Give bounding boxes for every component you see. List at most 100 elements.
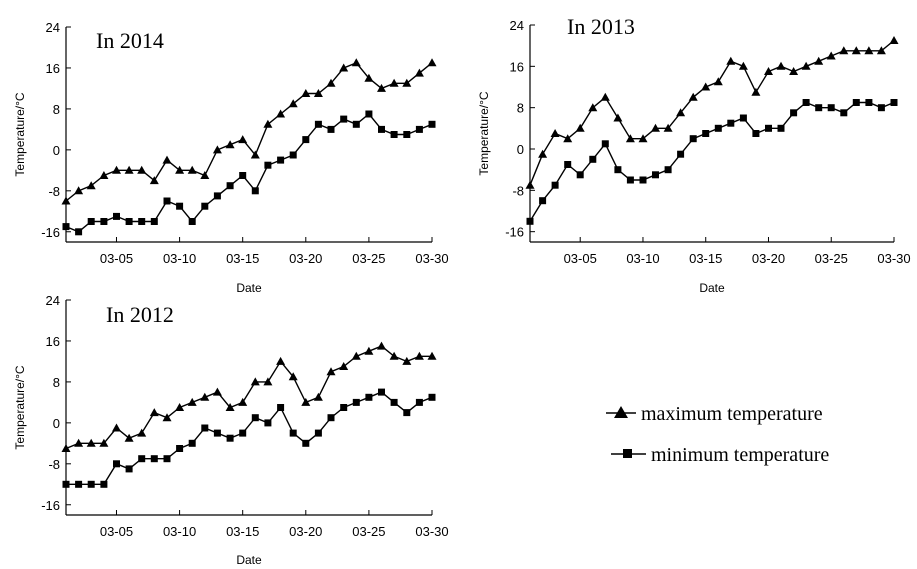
data-point-min — [176, 445, 184, 452]
data-point-min — [702, 130, 710, 137]
data-point-min — [352, 120, 360, 128]
data-point-min — [176, 202, 184, 210]
data-point-min — [277, 156, 285, 164]
data-point-min — [689, 135, 697, 143]
series-line-max — [529, 39, 895, 186]
data-point-max — [187, 397, 197, 406]
data-point-max — [638, 134, 648, 143]
data-point-max — [427, 351, 437, 360]
data-point-min — [890, 99, 898, 106]
data-point-min — [100, 480, 108, 488]
data-point-max — [225, 403, 235, 411]
data-point-max — [364, 346, 374, 355]
data-point-min — [314, 120, 322, 128]
data-point-max — [876, 46, 886, 55]
legend-item-minimum: minimum temperature — [611, 444, 829, 466]
x-axis-title: Date — [236, 281, 262, 295]
series-line-min — [66, 391, 433, 485]
data-point-min — [62, 223, 70, 231]
data-point-min — [100, 218, 108, 225]
data-point-min — [428, 393, 436, 401]
data-point-max — [414, 351, 424, 360]
data-point-max — [301, 89, 311, 97]
x-tick-label: 03-10 — [626, 251, 659, 266]
data-point-min — [75, 480, 83, 488]
legend-triangle-icon — [614, 406, 628, 418]
data-point-max — [175, 403, 185, 411]
data-point-max — [414, 68, 424, 77]
data-point-min — [752, 130, 760, 137]
data-point-max — [663, 123, 673, 132]
data-point-min — [251, 414, 259, 422]
y-tick-label: 0 — [53, 416, 60, 431]
data-point-min — [87, 218, 95, 225]
data-point-min — [239, 172, 247, 179]
data-point-max — [613, 113, 623, 122]
data-point-min — [113, 212, 120, 220]
data-point-min — [302, 439, 310, 447]
data-point-min — [626, 176, 634, 184]
chart-title: In 2014 — [96, 28, 164, 53]
data-point-min — [539, 197, 547, 205]
data-point-max — [124, 165, 134, 174]
data-point-min — [289, 151, 297, 159]
data-point-min — [652, 171, 659, 179]
y-tick-label: 24 — [510, 18, 524, 33]
data-point-max — [851, 46, 861, 55]
data-point-min — [163, 197, 171, 205]
data-point-max — [538, 149, 548, 158]
data-point-min — [415, 398, 423, 406]
data-point-max — [600, 92, 610, 101]
data-point-min — [526, 217, 534, 225]
chart-panel-2014: -16 -8 0 8 16 24 03-05 03-10 03-15 03-20 03-25 03-3… — [13, 20, 449, 295]
x-axis-title: Date — [699, 281, 725, 295]
data-point-min — [150, 218, 158, 225]
data-point-max — [826, 51, 836, 60]
data-point-min — [138, 455, 146, 463]
x-tick-label: 03-25 — [815, 251, 848, 266]
data-point-max — [525, 180, 535, 189]
data-point-max — [301, 397, 311, 406]
y-tick-label: -16 — [41, 498, 60, 513]
data-point-min — [564, 161, 572, 168]
x-tick-label: 03-10 — [163, 251, 196, 266]
data-point-min — [415, 125, 423, 133]
data-point-max — [701, 82, 711, 91]
data-point-min — [777, 124, 785, 132]
data-point-max — [864, 46, 874, 55]
data-point-min — [226, 434, 234, 442]
data-point-min — [340, 404, 348, 411]
x-tick-label: 03-05 — [100, 251, 133, 266]
data-point-max — [839, 46, 849, 55]
data-point-min — [251, 187, 259, 195]
data-point-max — [112, 423, 121, 432]
data-point-max — [313, 392, 323, 401]
data-point-min — [201, 424, 209, 432]
data-point-max — [250, 150, 260, 159]
data-point-max — [575, 123, 585, 132]
chart-title: In 2012 — [106, 302, 174, 327]
data-point-min — [428, 120, 436, 128]
y-tick-label: 24 — [46, 293, 60, 308]
data-point-max — [351, 58, 361, 67]
data-point-max — [288, 99, 298, 108]
data-point-min — [340, 115, 348, 123]
data-point-max — [263, 119, 273, 128]
series-line-max — [65, 61, 433, 202]
data-point-max — [288, 372, 298, 381]
y-tick-label: 8 — [53, 375, 60, 390]
y-tick-label: -8 — [48, 184, 60, 199]
data-point-max — [187, 165, 197, 174]
legend-square-icon — [623, 449, 632, 458]
data-point-min — [403, 409, 411, 417]
y-axis-title: Temperature/°C — [13, 365, 27, 449]
y-tick-label: 8 — [53, 102, 60, 117]
data-point-min — [62, 480, 70, 488]
data-point-min — [852, 99, 860, 106]
data-point-max — [99, 438, 109, 447]
data-point-max — [377, 341, 386, 350]
data-point-min — [163, 455, 171, 463]
data-point-min — [201, 202, 209, 210]
y-tick-label: 16 — [46, 61, 60, 76]
x-tick-label: 03-25 — [352, 524, 385, 539]
